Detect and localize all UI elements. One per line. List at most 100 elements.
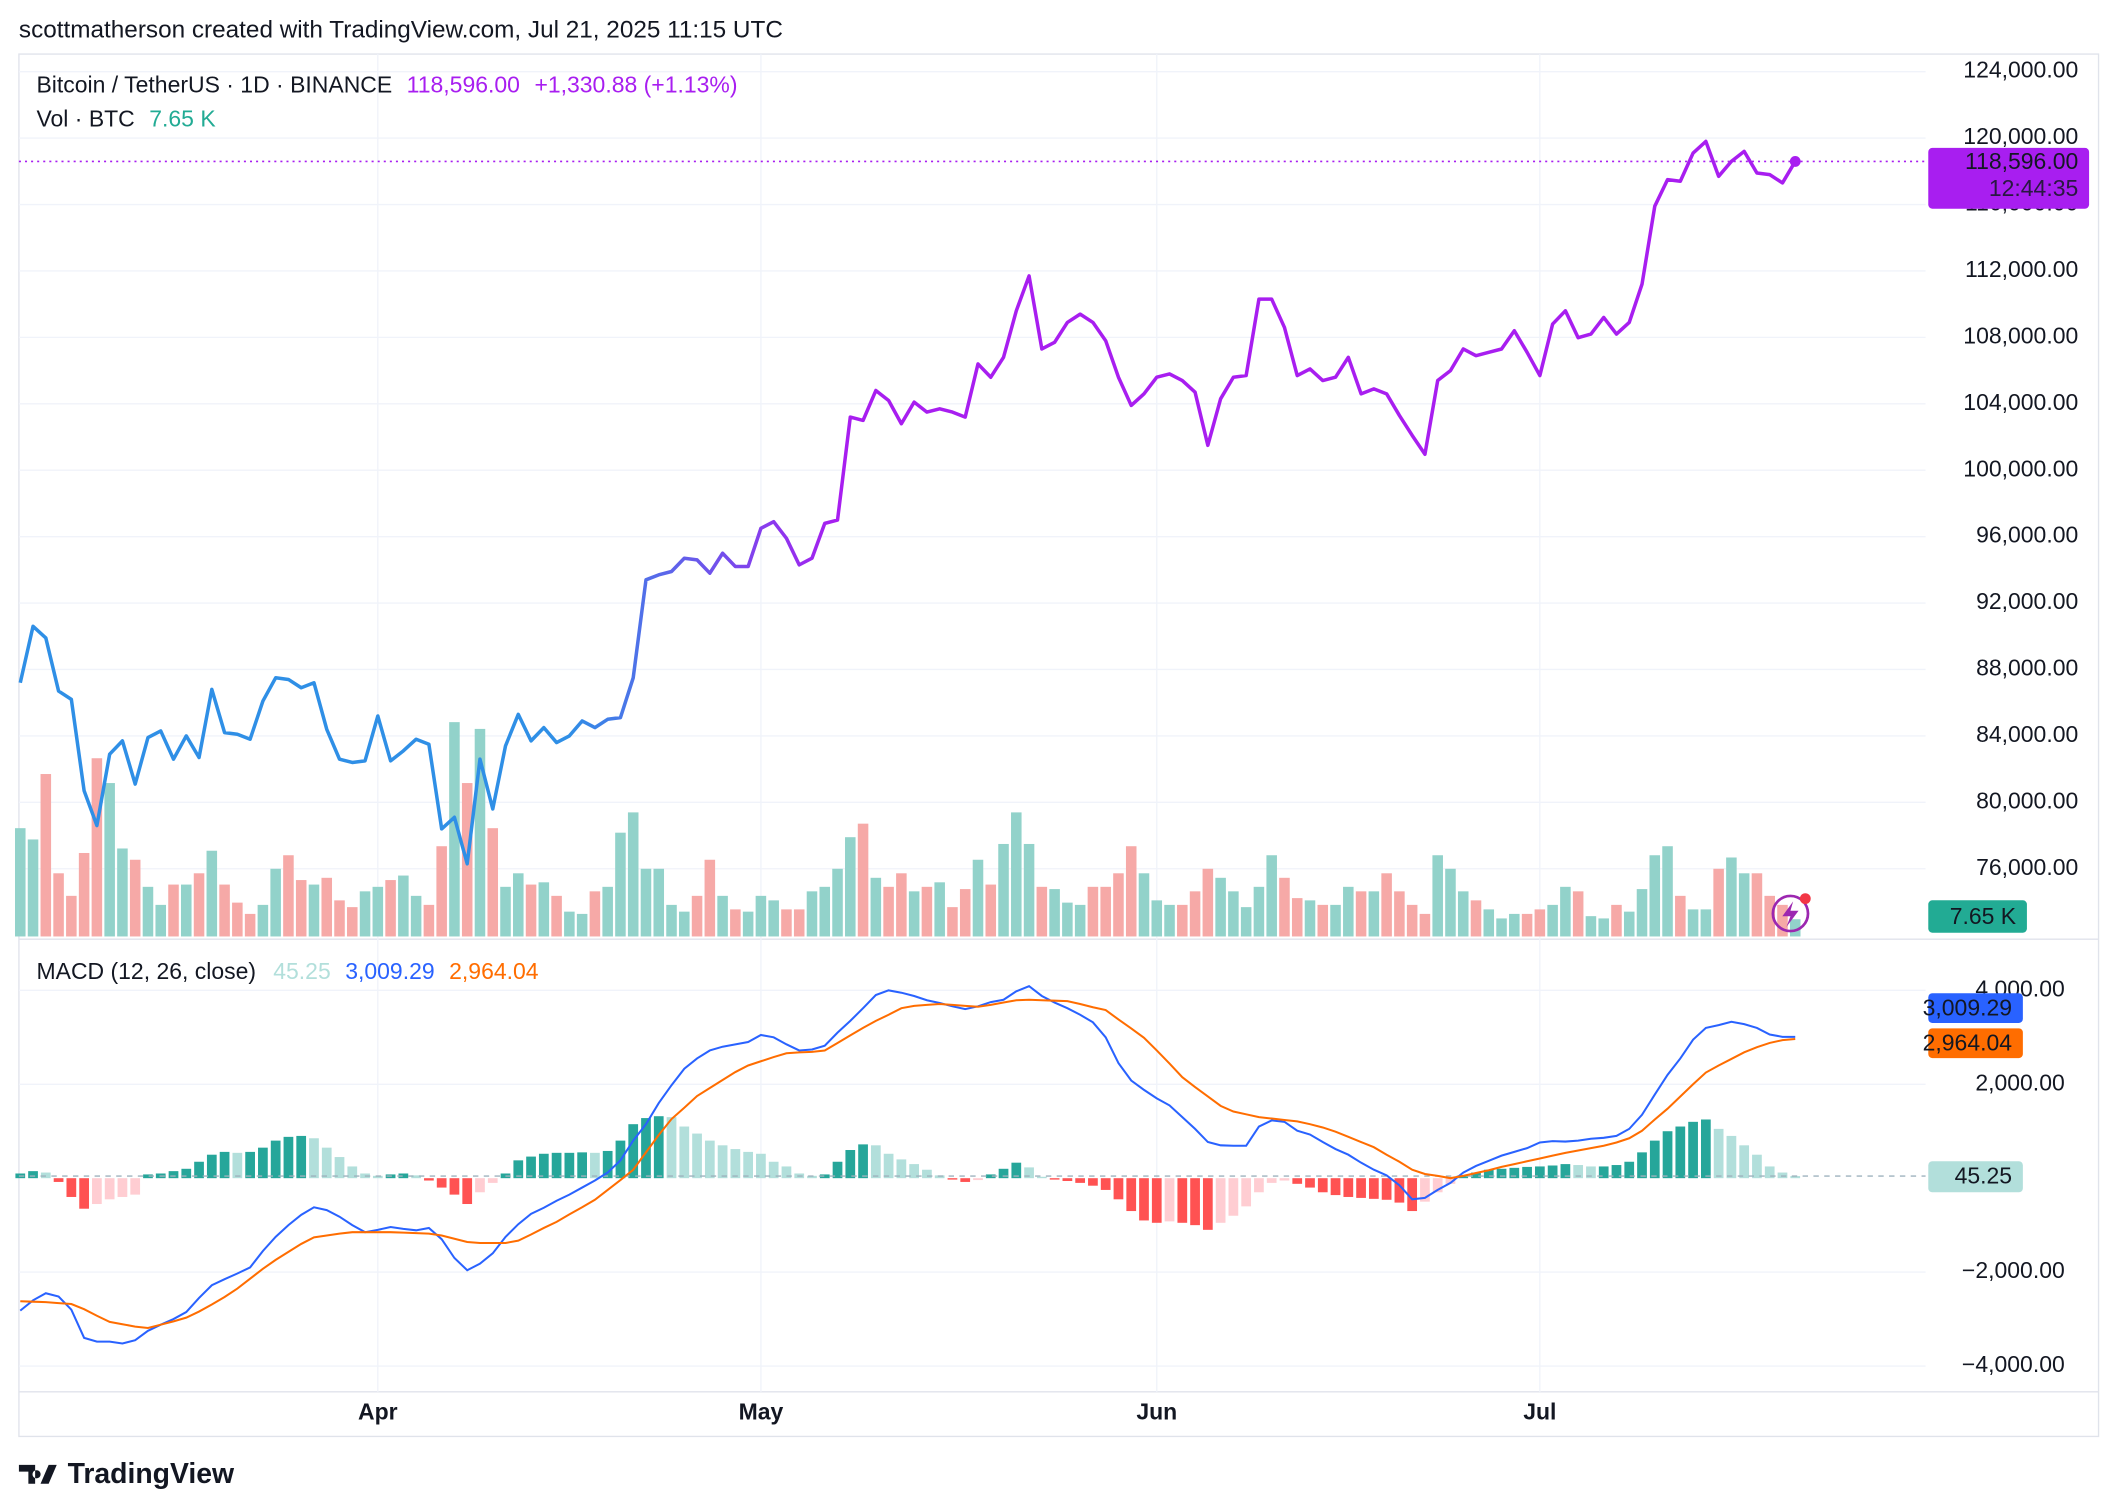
y-tick-label: 76,000.00 — [1976, 854, 2078, 880]
histogram-bar — [1407, 1178, 1418, 1212]
volume-bar — [500, 886, 511, 937]
volume-bar — [1113, 873, 1124, 937]
volume-bar — [1343, 886, 1354, 937]
y-tick-label: 124,000.00 — [1963, 57, 2078, 83]
grid — [18, 54, 1926, 1392]
histogram-bar — [1317, 1178, 1328, 1193]
volume-bar — [206, 850, 218, 937]
volume-bar — [104, 783, 115, 937]
volume-bar — [410, 895, 422, 937]
volume-bar — [257, 904, 269, 937]
volume-bar — [1585, 916, 1597, 937]
alert-icon — [1771, 893, 1811, 933]
histogram-bar — [258, 1147, 268, 1179]
volume-bar — [602, 886, 613, 937]
volume-bar — [1687, 909, 1699, 937]
y-tick-label: 92,000.00 — [1976, 588, 2078, 614]
volume-bar — [1215, 877, 1226, 937]
volume-bar — [1151, 900, 1163, 937]
histogram-bar — [347, 1166, 358, 1179]
symbol-title: Bitcoin / TetherUS · 1D · BINANCE — [36, 72, 392, 98]
volume-bar — [589, 891, 601, 937]
volume-bar — [1509, 913, 1520, 937]
histogram-bar — [564, 1152, 575, 1179]
volume-bar — [1649, 855, 1661, 937]
histogram-bar — [1254, 1178, 1264, 1193]
histogram-bar — [321, 1147, 332, 1179]
histogram-bar — [1573, 1165, 1584, 1179]
histogram-bar — [1139, 1178, 1149, 1221]
histogram-bar — [79, 1178, 89, 1209]
histogram-bar — [270, 1140, 281, 1179]
macd-title: MACD (12, 26, close) — [36, 958, 256, 984]
volume-bar — [142, 886, 154, 937]
volume-bar — [129, 859, 141, 937]
histogram-badge — [1928, 1161, 2023, 1193]
histogram-bar — [1241, 1178, 1252, 1207]
volume-bar — [1534, 909, 1546, 937]
histogram-bar — [602, 1150, 613, 1179]
histogram-bar — [1228, 1178, 1239, 1216]
histogram-bar — [1330, 1178, 1341, 1196]
histogram-bar — [398, 1173, 409, 1179]
y-tick-label: −2,000.00 — [1962, 1257, 2065, 1283]
histogram-bar — [590, 1152, 600, 1179]
volume-bar — [908, 891, 920, 937]
histogram-bar — [296, 1135, 307, 1179]
histogram-bar — [1266, 1178, 1277, 1183]
histogram-bar — [1062, 1178, 1073, 1182]
histogram-bar — [922, 1169, 932, 1179]
y-tick-label: 84,000.00 — [1976, 721, 2078, 747]
histogram-bar — [526, 1156, 536, 1179]
y-tick-label: 100,000.00 — [1963, 455, 2078, 481]
volume-bar — [1304, 900, 1316, 937]
histogram-bar — [1637, 1152, 1647, 1179]
histogram-bar — [1279, 1178, 1290, 1181]
volume-bar — [1074, 904, 1086, 937]
legend-signal: 2,964.04 — [449, 958, 539, 984]
histogram-bar — [960, 1178, 971, 1182]
histogram-bar — [475, 1178, 485, 1193]
volume-bar — [1253, 886, 1265, 937]
volume-bar — [308, 884, 320, 937]
volume-bar — [1291, 898, 1303, 937]
histogram-bar — [1458, 1176, 1469, 1179]
volume-title: Vol · BTC — [36, 105, 134, 131]
volume-bar — [78, 852, 90, 937]
volume-badge-label: 7.65 K — [1950, 903, 2017, 929]
histogram-bar — [513, 1160, 524, 1179]
volume-bar — [1279, 877, 1290, 937]
histogram-bar — [1509, 1167, 1520, 1179]
volume-bar — [270, 868, 281, 937]
volume-bar — [423, 904, 435, 937]
volume-bar — [347, 907, 358, 937]
histogram-bar — [462, 1178, 473, 1205]
volume-bar — [1445, 868, 1456, 937]
volume-bar — [513, 873, 524, 937]
volume-bar — [1419, 913, 1431, 937]
histogram-bar — [232, 1152, 243, 1179]
volume-bar — [1764, 895, 1775, 937]
volume-bar — [538, 882, 550, 937]
histogram-bar — [309, 1138, 319, 1179]
volume-bar — [1381, 873, 1392, 937]
histogram-bar — [1126, 1178, 1137, 1212]
volume-bar — [615, 832, 626, 937]
histogram-bar — [449, 1178, 460, 1195]
volume-bar — [1738, 873, 1750, 937]
histogram-bar — [819, 1174, 830, 1179]
histogram-bar — [692, 1133, 702, 1179]
histogram-bar — [66, 1178, 77, 1197]
volume-bar — [155, 904, 167, 937]
last-price-dot — [1789, 156, 1801, 167]
histogram-bar — [487, 1178, 498, 1183]
histogram-bar — [436, 1178, 447, 1188]
chart-frame — [18, 53, 2100, 1438]
volume-bar — [1777, 904, 1788, 937]
histogram-bar — [1726, 1135, 1737, 1179]
histogram-bar — [53, 1178, 64, 1182]
volume-bar — [1368, 891, 1380, 937]
histogram-bar — [870, 1145, 881, 1179]
volume-bar — [755, 895, 767, 937]
